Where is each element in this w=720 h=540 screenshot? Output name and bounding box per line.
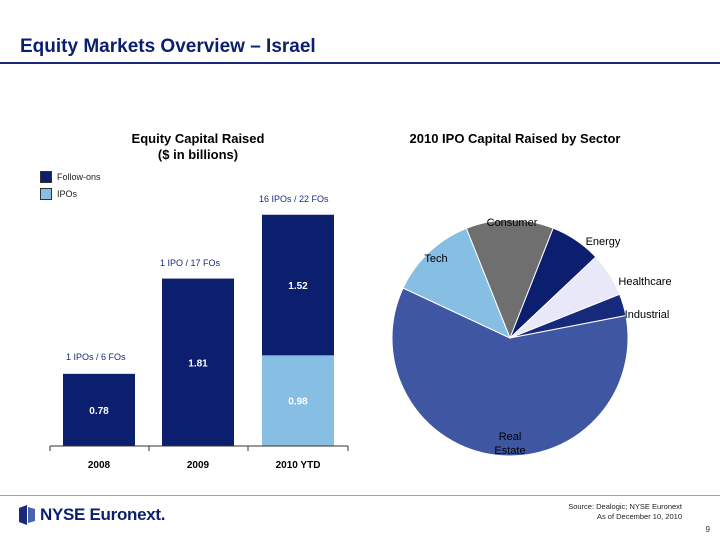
pie-label-tech: Tech <box>424 253 447 265</box>
x-tick-label-1: 2009 <box>187 460 210 471</box>
pie-slice-real-estate <box>391 287 629 457</box>
pie-slice-tech <box>402 227 511 339</box>
pie-label-healthcare: Healthcare <box>618 276 671 288</box>
annotation-2009: 1 IPO / 17 FOs <box>160 258 221 268</box>
bar-follow-ons-0 <box>63 373 135 446</box>
legend-label-follow-ons: Follow-ons <box>57 172 101 182</box>
bar-chart-title: Equity Capital Raised ($ in billions) <box>98 131 298 163</box>
footer-divider <box>0 495 720 496</box>
bar-label-ipos-2: 0.98 <box>288 397 308 408</box>
bar-follow-ons-1 <box>162 278 234 446</box>
logo-mark-icon <box>19 505 35 525</box>
bar-follow-ons-2 <box>262 214 334 356</box>
source-note: Source: Dealogic; NYSE Euronext As of De… <box>568 502 682 522</box>
legend-label-ipos: IPOs <box>57 189 78 199</box>
bar-chart-title-line1: Equity Capital Raised <box>131 131 265 146</box>
x-tick-label-2: 2010 YTD <box>276 460 321 471</box>
pie-slice-consumer <box>465 219 554 340</box>
pie-label-industrial: Industrial <box>625 309 670 321</box>
bar-chart: 0.78 2008 1.81 2009 0.98 1.52 2010 YTD <box>49 214 349 471</box>
x-tick-label-0: 2008 <box>88 460 111 471</box>
bar-chart-title-line2: ($ in billions) <box>157 147 239 162</box>
source-line-1: Source: Dealogic; NYSE Euronext <box>568 502 682 511</box>
pie-chart-title: 2010 IPO Capital Raised by Sector <box>409 131 621 146</box>
pie-chart: Consumer Energy Healthcare Industrial Real Es… <box>391 217 672 457</box>
title-divider <box>0 62 720 64</box>
page-number: 9 <box>705 525 710 534</box>
pie-label-energy: Energy <box>586 236 621 248</box>
legend-swatch-ipos <box>40 188 52 200</box>
legend-swatch-follow-ons <box>40 171 52 183</box>
annotation-2010-ytd: 16 IPOs / 22 FOs <box>259 194 329 204</box>
logo-text: NYSE Euronext. <box>40 505 166 524</box>
bar-label-follow-ons-2: 1.52 <box>288 281 308 292</box>
pie-label-consumer: Consumer <box>487 217 538 229</box>
annotation-2008: 1 IPOs / 6 FOs <box>66 352 126 362</box>
bar-label-follow-ons-1: 1.81 <box>188 358 208 369</box>
page-title: Equity Markets Overview – Israel <box>20 36 316 57</box>
bar-label-follow-ons-0: 0.78 <box>89 406 109 417</box>
pie-label-real-estate: Real Estate <box>494 431 525 457</box>
source-line-2: As of December 10, 2010 <box>596 512 682 521</box>
nyse-euronext-logo: NYSE Euronext. <box>18 505 166 525</box>
bar-ipos-2 <box>262 355 334 446</box>
